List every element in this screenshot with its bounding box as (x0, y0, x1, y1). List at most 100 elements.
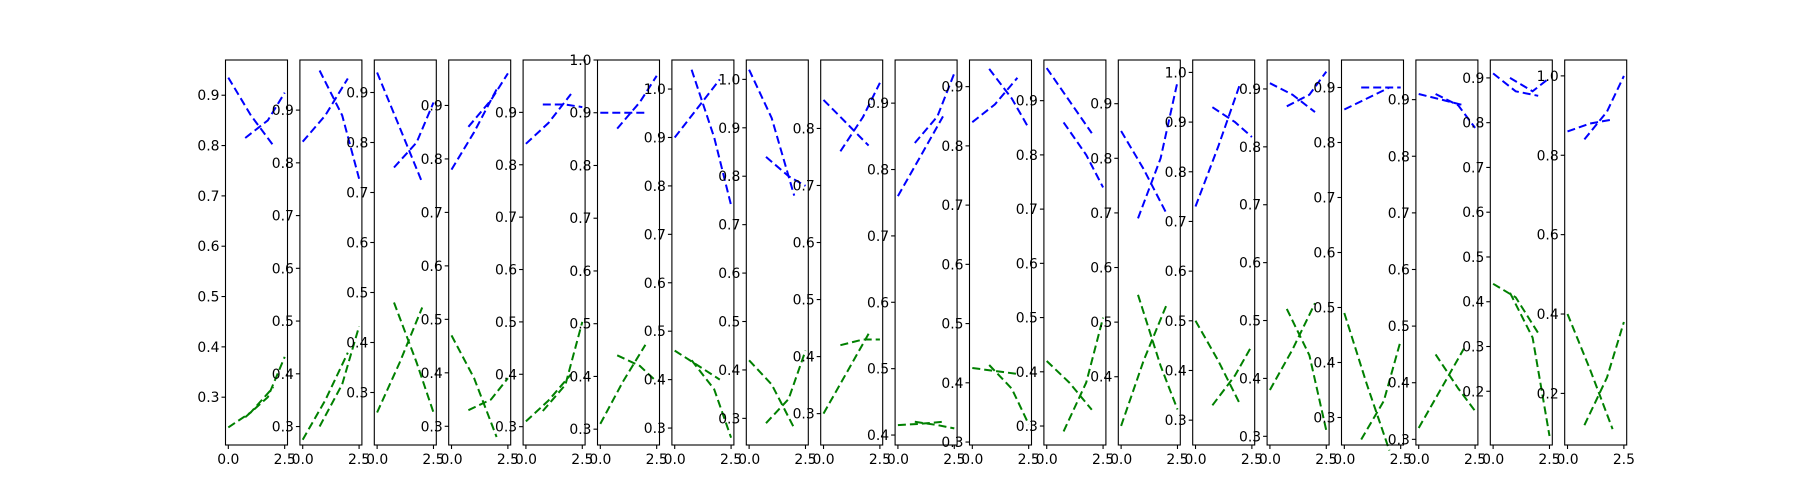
series-green-line-1 (1566, 313, 1614, 430)
y-tick-label: 0.8 (1016, 148, 1038, 164)
series-green-line-2 (1137, 294, 1179, 410)
x-tick-label: 2.5 (274, 452, 296, 468)
y-tick-label: 0.5 (1239, 314, 1261, 330)
y-tick-label: 1.0 (569, 53, 591, 69)
y-tick-label: 0.2 (1462, 384, 1484, 400)
y-tick-label: 0.6 (1165, 264, 1187, 280)
series-blue-line-1 (301, 77, 349, 143)
y-tick-label: 0.7 (644, 227, 666, 243)
y-tick-label: 0.9 (941, 80, 963, 96)
series-green-line-2 (244, 356, 286, 419)
subplot-13: 0.40.50.60.70.80.90.0 2.5 (1090, 59, 1189, 468)
y-tick-label: 0.6 (1090, 261, 1112, 277)
series-blue-line-1 (1343, 86, 1390, 111)
y-tick-label: 0.9 (1462, 71, 1484, 87)
series-green-line-2 (1285, 308, 1328, 431)
x-tick-label: 0.0 (1036, 452, 1058, 468)
series-blue-line-2 (616, 75, 658, 130)
y-tick-label: 0.9 (1239, 82, 1261, 98)
axes-frame (894, 59, 958, 446)
series-blue-line-2 (988, 68, 1030, 129)
y-tick-label: 0.7 (793, 178, 815, 194)
y-tick-label: 0.9 (346, 86, 368, 102)
y-tick-label: 0.8 (1537, 148, 1559, 164)
y-tick-label: 0.3 (421, 419, 443, 435)
x-tick-label: 0.0 (1259, 452, 1281, 468)
y-tick-label: 0.7 (569, 211, 591, 227)
y-tick-label: 0.8 (421, 152, 443, 168)
y-tick-label: 0.8 (793, 121, 815, 137)
series-blue-line-1 (1045, 67, 1093, 134)
x-tick-label: 0.0 (515, 452, 537, 468)
subplot-12: 0.30.40.50.60.70.80.90.0 2.5 (1016, 59, 1114, 468)
x-tick-label: 0.0 (589, 452, 611, 468)
series-green-line-2 (467, 377, 509, 412)
y-tick-label: 0.4 (793, 350, 815, 366)
y-tick-label: 0.2 (1537, 386, 1559, 402)
x-tick-label: 2.5 (1538, 452, 1560, 468)
series-blue-line-1 (1418, 93, 1465, 107)
y-tick-label: 0.3 (1239, 429, 1261, 445)
x-tick-label: 0.0 (1408, 452, 1430, 468)
series-green-line-2 (318, 326, 361, 427)
y-tick-label: 0.9 (1016, 94, 1038, 110)
series-blue-line-1 (1120, 130, 1168, 214)
series-blue-line-2 (542, 103, 583, 109)
y-tick-label: 0.5 (569, 317, 591, 333)
series-green-line-2 (1509, 292, 1551, 437)
y-tick-label: 0.8 (1388, 149, 1410, 165)
subplot-3: 0.30.40.50.60.70.80.90.0 2.5 (346, 59, 445, 468)
series-blue-line-1 (822, 99, 870, 147)
x-tick-label: 2.5 (571, 452, 593, 468)
y-tick-label: 0.3 (941, 435, 963, 451)
y-tick-label: 0.5 (495, 315, 517, 331)
series-green-line-1 (227, 386, 275, 429)
y-tick-label: 0.6 (197, 239, 219, 255)
y-tick-label: 0.3 (793, 407, 815, 423)
y-tick-label: 0.8 (1090, 151, 1112, 167)
x-tick-label: 2.5 (720, 452, 742, 468)
x-tick-label: 2.5 (794, 452, 816, 468)
y-tick-label: 0.8 (718, 169, 740, 185)
series-green-line-1 (822, 333, 870, 415)
series-blue-line-1 (376, 72, 424, 183)
subplot-1: 0.3 0.4 0.5 0.6 0.7 0.8 0.9 0.0 2.5 (197, 59, 296, 468)
y-tick-label: 0.4 (421, 366, 443, 382)
y-tick-label: 0.7 (867, 229, 889, 245)
y-tick-label: 0.4 (718, 363, 740, 379)
y-tick-label: 0.5 (197, 290, 219, 306)
series-green-line-2 (393, 302, 435, 413)
series-green-line-2 (1434, 353, 1476, 412)
subplot-6: 0.30.40.50.60.70.80.91.00.0 2.5 (569, 53, 667, 468)
y-tick-label: 0.4 (569, 369, 591, 385)
y-tick-label: 0.6 (1313, 246, 1335, 262)
series-blue-line-2 (765, 156, 806, 187)
series-blue-line-1 (1492, 72, 1539, 97)
axes-frame (671, 59, 735, 446)
axes-frame (968, 59, 1033, 446)
x-tick-label: 0.0 (440, 452, 462, 468)
y-tick-label: 0.6 (495, 263, 517, 279)
y-tick-label: 0.5 (1016, 311, 1038, 327)
series-blue-line-2 (1583, 75, 1625, 141)
axes-frame (1564, 59, 1628, 446)
axes-frame (820, 59, 884, 446)
series-green-line-1 (1269, 302, 1316, 391)
y-tick-label: 0.4 (1462, 295, 1484, 311)
axes-frame (1192, 59, 1256, 446)
axes-frame (224, 59, 289, 446)
series-green-line-1 (674, 349, 721, 381)
subplot-4: 0.30.40.50.60.70.80.90.0 2.5 (421, 59, 519, 468)
x-tick-label: 2.5 (1241, 452, 1263, 468)
y-tick-label: 0.6 (569, 264, 591, 280)
series-blue-line-2 (1435, 93, 1476, 129)
y-tick-label: 0.4 (346, 336, 368, 352)
subplot-5: 0.30.40.50.60.70.80.90.0 2.5 (495, 59, 593, 468)
y-tick-label: 0.4 (1537, 307, 1559, 323)
series-blue-line-1 (897, 115, 944, 197)
series-blue-line-1 (1567, 118, 1613, 133)
y-tick-label: 0.9 (1388, 93, 1410, 109)
x-tick-label: 2.5 (1613, 452, 1635, 468)
y-tick-label: 0.9 (421, 98, 443, 114)
